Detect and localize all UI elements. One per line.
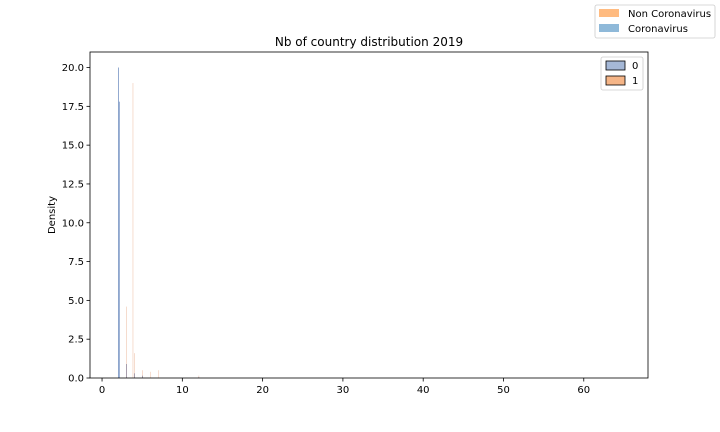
histogram-bar-series-1-0	[126, 306, 127, 378]
histogram-bar-series-1-6	[198, 375, 200, 378]
figure-legend-label-coronavirus: Coronavirus	[628, 24, 688, 35]
y-axis-label: Density	[47, 196, 58, 234]
y-tick-label-4: 10.0	[62, 218, 84, 229]
histogram-bar-series-0-1	[118, 101, 120, 378]
figure-legend-frame	[594, 4, 716, 39]
plot-background	[90, 52, 648, 378]
x-tick-label-2: 20	[256, 385, 269, 396]
y-tick-label-1: 2.5	[68, 335, 84, 346]
x-axis-ticks: 0 10 20 30 40 50 60	[99, 378, 590, 396]
x-tick-label-4: 40	[417, 385, 430, 396]
legend-label-1: 1	[632, 76, 638, 87]
legend-swatch-0	[605, 60, 626, 71]
histogram-bar-series-1-5	[158, 370, 160, 378]
x-tick-label-1: 10	[176, 385, 189, 396]
plot-frame	[89, 51, 649, 379]
x-tick-label-5: 50	[497, 385, 510, 396]
histogram-bar-series-1-3	[142, 370, 143, 378]
x-tick-label-0: 0	[99, 385, 105, 396]
histogram-bars	[118, 67, 200, 379]
y-tick-label-0: 0.0	[68, 374, 84, 385]
x-tick-label-3: 30	[337, 385, 350, 396]
figure-legend: Non Coronavirus Coronavirus	[594, 4, 716, 39]
figure-legend-label-non-coronavirus: Non Coronavirus	[628, 9, 711, 20]
histogram-bar-series-0-4	[142, 375, 143, 378]
histogram-bar-series-1-1	[132, 83, 134, 379]
plot-area: 0 10 20 30 40 50 60 0.02.55.07.510.012.515.017…	[62, 51, 649, 396]
y-axis-ticks: 0.0 2.5 5.0 7.5 10.0 12.5 15.0 17.5 20.0	[62, 63, 90, 385]
histogram-bar-series-1-2	[134, 353, 135, 378]
plot-legend: 0 1	[600, 56, 644, 91]
figure-legend-swatch-coronavirus	[599, 24, 619, 32]
x-tick-label-6: 60	[577, 385, 590, 396]
y-tick-label-3: 7.5	[68, 257, 84, 268]
legend-swatch-1	[605, 75, 626, 86]
legend-label-0: 0	[632, 61, 638, 72]
figure-legend-swatch-non-coronavirus	[599, 9, 619, 17]
y-tick-label-7: 17.5	[62, 102, 84, 113]
histogram-bar-series-0-2	[126, 364, 127, 378]
y-tick-label-5: 12.5	[62, 179, 84, 190]
histogram-bar-series-0-3	[134, 373, 135, 378]
histogram-bar-series-0-0	[118, 67, 119, 379]
y-tick-label-2: 5.0	[68, 296, 84, 307]
chart-title: Nb of country distribution 2019	[275, 35, 463, 49]
y-tick-label-8: 20.0	[62, 63, 84, 74]
histogram-bar-series-1-4	[150, 371, 152, 378]
y-tick-label-6: 15.0	[62, 141, 84, 152]
